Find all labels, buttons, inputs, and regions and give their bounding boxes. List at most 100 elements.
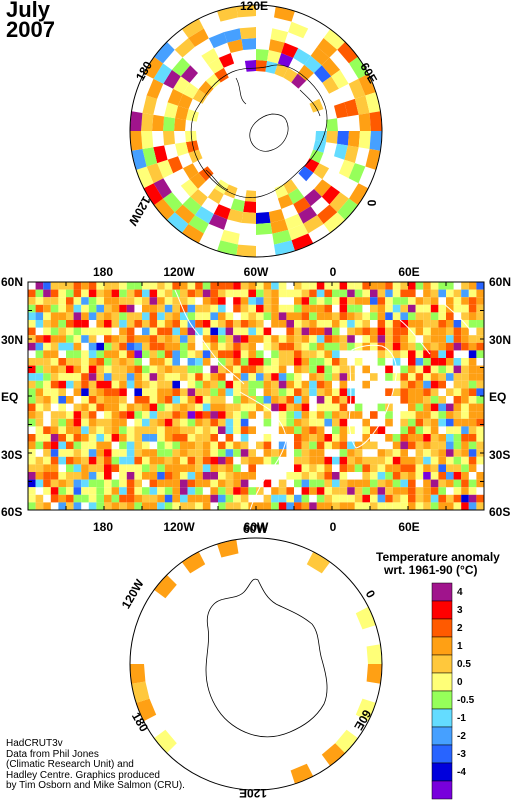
anomaly-cell [111,320,120,328]
anomaly-cell [430,403,439,412]
anomaly-cell [50,327,59,336]
anomaly-cell [35,426,44,434]
anomaly-cell [225,289,234,298]
anomaly-cell [35,289,44,298]
anomaly-cell [180,388,188,396]
anomaly-cell [172,380,180,389]
anomaly-cell [347,335,355,343]
anomaly-cell [178,93,193,110]
anomaly-cell [104,441,112,450]
anomaly-cell [143,183,163,206]
anomaly-cell [187,411,196,419]
anomaly-cell [50,411,59,419]
anomaly-cell [50,282,59,290]
anomaly-cell [385,418,393,427]
anomaly-cell [240,441,249,450]
anomaly-cell [180,426,188,434]
anomaly-cell [408,358,416,366]
anomaly-cell [142,403,150,412]
anomaly-cell [347,131,360,148]
anomaly-cell [111,282,120,290]
anomaly-cell [400,312,408,320]
anomaly-cell [248,289,256,298]
anomaly-cell [332,335,340,343]
anomaly-cell [240,396,249,404]
anomaly-cell [347,365,355,374]
anomaly-cell [316,335,325,343]
anomaly-cell [453,365,462,374]
credit-line-1: HadCRUT3v [6,738,63,749]
anomaly-cell [339,304,348,313]
legend-swatch [431,762,453,782]
anomaly-cell [438,464,446,472]
anomaly-cell [58,411,66,419]
anomaly-cell [81,403,89,412]
anomaly-cell [187,449,196,457]
anomaly-cell [270,28,289,43]
anomaly-cell [88,434,97,442]
anomaly-cell [119,479,127,488]
anomaly-cell [430,282,439,290]
anomaly-cell [130,664,146,684]
anomaly-cell [461,388,469,396]
anomaly-cell [96,494,104,503]
anomaly-cell [142,342,150,351]
anomaly-cell [408,502,416,510]
anomaly-cell [349,56,369,79]
anomaly-cell [294,373,302,381]
anomaly-cell [195,426,203,434]
anomaly-cell [324,282,332,290]
anomaly-cell [195,502,203,510]
anomaly-cell [423,487,431,495]
anomaly-cell [446,441,454,450]
anomaly-cell [240,358,249,366]
anomaly-cell [189,172,206,189]
anomaly-cell [370,282,378,290]
anomaly-cell [392,297,401,305]
anomaly-cell [362,494,370,503]
anomaly-cell [195,320,203,328]
anomaly-cell [210,396,218,404]
anomaly-cell [271,320,279,328]
anomaly-cell [339,464,348,472]
anomaly-cell [288,21,309,39]
anomaly-cell [164,441,173,450]
anomaly-cell [172,388,180,396]
anomaly-cell [88,487,97,495]
anomaly-cell [119,373,127,381]
anomaly-cell [278,350,287,358]
anomaly-cell [347,502,355,510]
anomaly-cell [461,456,469,465]
anomaly-cell [142,95,158,115]
anomaly-cell [126,434,135,442]
anomaly-cell [96,449,104,457]
anomaly-cell [316,487,325,495]
anomaly-cell [286,373,294,381]
anomaly-cell [88,502,97,510]
anomaly-cell [248,358,256,366]
anomaly-cell [240,434,249,442]
anomaly-cell [301,380,310,389]
anomaly-cell [446,456,454,465]
anomaly-cell [309,342,317,351]
anomaly-cell [43,396,51,404]
anomaly-cell [88,289,97,298]
anomaly-cell [58,312,66,320]
anomaly-cell [316,426,325,434]
anomaly-cell [157,159,174,179]
left-lat-label: 30S [1,448,23,462]
anomaly-cell [210,472,218,480]
anomaly-cell [354,479,363,488]
anomaly-cell [332,289,340,298]
anomaly-cell [313,140,327,153]
anomaly-cell [476,411,484,419]
anomaly-cell [142,365,150,374]
anomaly-cell [217,240,238,256]
anomaly-cell [408,434,416,442]
anomaly-cell [392,282,401,290]
anomaly-cell [180,479,188,488]
anomaly-cell [119,494,127,503]
anomaly-cell [66,380,74,389]
anomaly-cell [28,487,36,495]
anomaly-cell [408,304,416,313]
